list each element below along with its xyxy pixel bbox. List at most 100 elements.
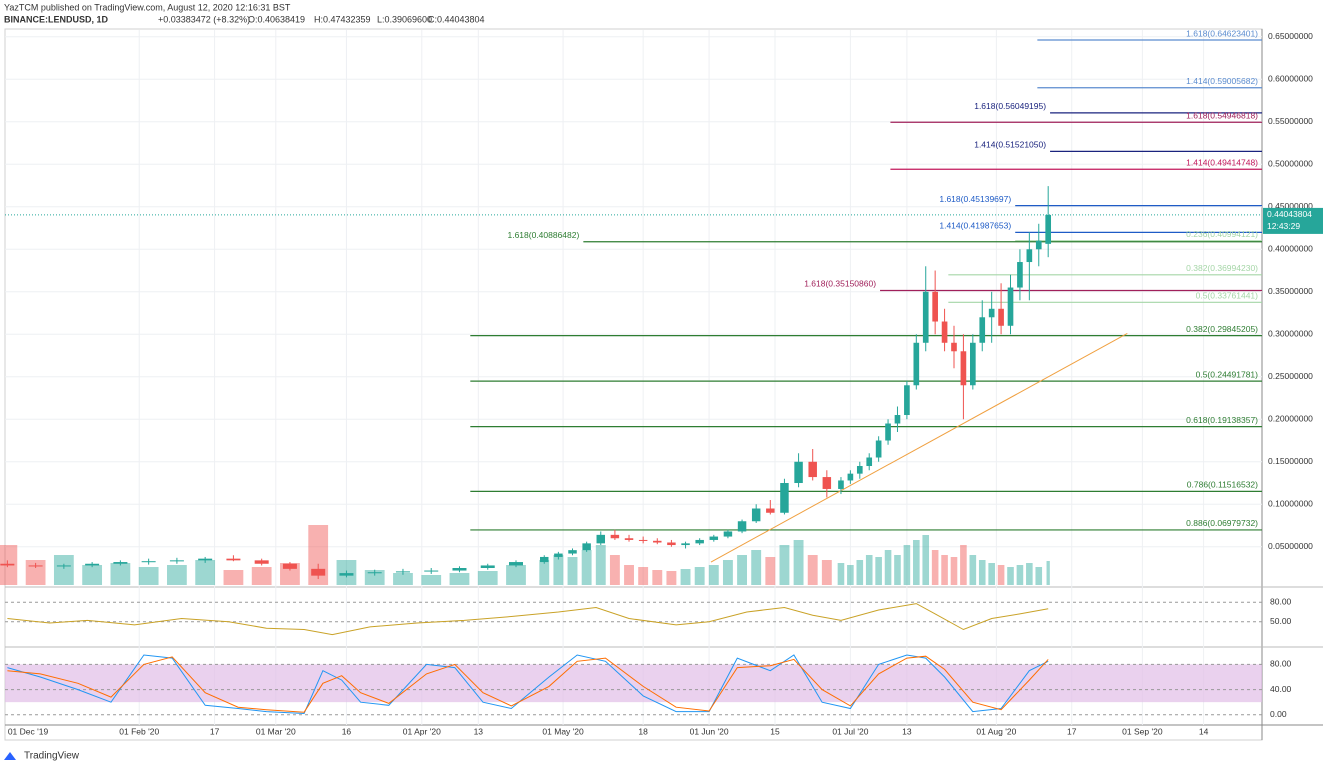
- volume-bar: [652, 570, 663, 585]
- candle-body: [540, 556, 549, 563]
- y-tick-label: 0.45000000: [1268, 201, 1313, 211]
- volume-bar: [931, 550, 939, 585]
- candle-body: [885, 423, 891, 441]
- fib-label: 0.786(0.11516532): [1187, 480, 1258, 490]
- y-tick-label: 40.00: [1270, 684, 1292, 694]
- x-tick-label: 01 Feb '20: [119, 726, 159, 736]
- volume-bar: [1046, 561, 1050, 585]
- fib-label: 1.618(0.54946818): [1186, 110, 1258, 120]
- last-price: 0.44043804: [1267, 209, 1312, 219]
- candle-body: [610, 534, 620, 539]
- fib-label: 1.618(0.40886482): [507, 230, 579, 240]
- volume-bar: [1016, 565, 1024, 585]
- candle-body: [480, 565, 495, 569]
- candle-body: [751, 508, 761, 522]
- y-tick-label: 0.30000000: [1268, 329, 1313, 339]
- volume-bar: [884, 550, 892, 585]
- y-tick-label: 0.40000000: [1268, 244, 1313, 254]
- candle-body: [424, 570, 439, 572]
- volume-bar: [694, 567, 705, 585]
- candle-body: [554, 553, 563, 557]
- candle-body: [913, 342, 920, 386]
- volume-bar: [950, 557, 958, 585]
- candle-body: [838, 480, 844, 489]
- indicator-line: [7, 603, 1049, 636]
- volume-bar: [595, 545, 606, 585]
- logo-icon: [4, 752, 16, 760]
- y-tick-label: 0.60000000: [1268, 74, 1313, 84]
- x-tick-label: 13: [902, 726, 912, 736]
- volume-bar: [737, 555, 748, 585]
- x-tick-label: 01 Sep '20: [1122, 726, 1163, 736]
- candle-body: [1007, 287, 1014, 326]
- volume-bar: [421, 575, 442, 585]
- volume-bar: [821, 560, 832, 585]
- ohlc-value: O:0.40638419: [248, 14, 305, 24]
- x-tick-label: 13: [474, 726, 484, 736]
- volume-bar: [609, 555, 620, 585]
- volume-bar: [708, 565, 719, 585]
- indicator-line: [7, 654, 1049, 715]
- x-start-label: 01 Dec '19: [8, 726, 49, 736]
- candle-body: [282, 563, 297, 569]
- candle-body: [932, 291, 938, 322]
- candle-body: [960, 351, 967, 386]
- y-tick-label: 0.10000000: [1268, 499, 1313, 509]
- fib-label: 0.382(0.36994230): [1186, 263, 1258, 273]
- fib-label: 0.382(0.29845205): [1186, 324, 1258, 334]
- candle-body: [681, 543, 690, 546]
- candle-body: [794, 461, 803, 484]
- y-tick-label: 0.35000000: [1268, 286, 1313, 296]
- candle-body: [1026, 249, 1033, 263]
- candle-body: [875, 440, 882, 458]
- y-tick-label: 80.00: [1270, 659, 1292, 669]
- time-axis: 01 Feb '20 17 01 Mar '20 16 01 Apr '20 13 01 M…: [8, 30, 1209, 736]
- volume-bar: [680, 569, 691, 585]
- candle-body: [951, 342, 957, 352]
- candle-body: [847, 473, 854, 481]
- volume-bar: [82, 565, 103, 585]
- x-tick-label: 17: [1067, 726, 1077, 736]
- candle-body: [1045, 214, 1052, 244]
- countdown: 12:43:29: [1267, 221, 1300, 231]
- volume-bar: [978, 560, 986, 585]
- candle-body: [988, 308, 995, 318]
- volume-bar: [110, 563, 131, 585]
- volume-bar: [847, 565, 854, 585]
- y-tick-label: 0.00: [1270, 709, 1287, 719]
- fib-label: 0.886(0.06979732): [1186, 518, 1258, 528]
- volume-bar: [553, 555, 564, 585]
- stoch-band: [5, 664, 1262, 703]
- volume-bar: [624, 565, 634, 585]
- volume-bar: [922, 535, 930, 585]
- tradingview-logo[interactable]: TradingView: [4, 751, 80, 762]
- volume-bar: [751, 550, 762, 585]
- volume-bar: [960, 545, 967, 585]
- symbol: BINANCE:LENDUSD, 1D: [4, 14, 109, 24]
- volume-bar: [567, 557, 578, 585]
- candle-body: [780, 483, 789, 513]
- fib-label: 1.618(0.64623401): [1186, 28, 1258, 38]
- price-tag: [1263, 207, 1323, 234]
- candle-body: [568, 550, 577, 554]
- x-tick-label: 18: [638, 726, 648, 736]
- candle-body: [695, 539, 704, 544]
- candle-body: [866, 457, 873, 467]
- volume-bar: [793, 540, 804, 585]
- y-tick-label: 0.15000000: [1268, 456, 1313, 466]
- volume-bar: [941, 555, 948, 585]
- candle-body: [766, 508, 775, 513]
- x-tick-label: 01 Jul '20: [832, 726, 868, 736]
- trendline: [710, 332, 1128, 563]
- change: +0.03383472 (+8.32%): [158, 14, 250, 24]
- candle-body: [941, 321, 948, 343]
- volume-bar: [364, 570, 385, 585]
- y-tick-label: 0.65000000: [1268, 31, 1313, 41]
- candle-body: [979, 317, 986, 343]
- volume-bar: [1007, 567, 1014, 585]
- candle-body: [198, 558, 213, 561]
- volume-bar: [894, 555, 901, 585]
- volume-bar: [779, 545, 790, 585]
- fib-label: 0.618(0.19138357): [1186, 415, 1258, 425]
